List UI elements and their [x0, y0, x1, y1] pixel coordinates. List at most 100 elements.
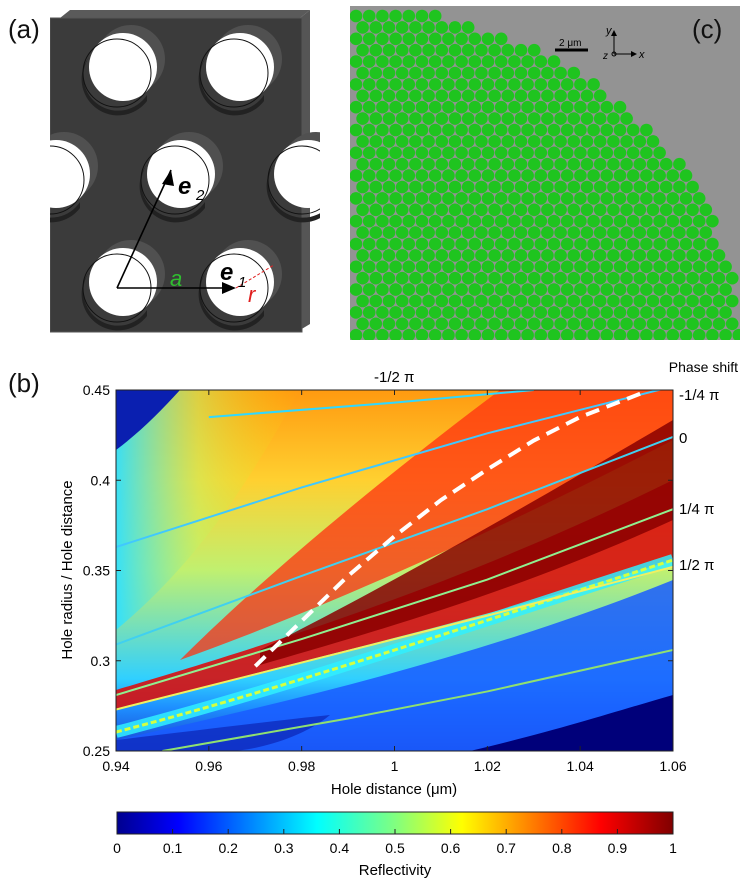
green-hole: [646, 294, 660, 308]
green-hole: [521, 169, 534, 182]
green-hole: [706, 260, 719, 274]
green-hole: [646, 249, 660, 262]
green-hole: [494, 237, 508, 251]
green-hole: [626, 146, 640, 160]
green-hole: [402, 328, 416, 340]
green-hole: [527, 226, 541, 239]
green-hole: [369, 226, 383, 239]
green-hole: [534, 78, 548, 91]
green-hole: [600, 328, 614, 340]
green-hole: [501, 203, 515, 217]
green-hole: [508, 55, 521, 68]
green-hole: [659, 249, 673, 262]
hole: [206, 248, 274, 316]
green-hole: [376, 123, 389, 137]
green-hole: [547, 214, 561, 228]
green-hole: [574, 146, 587, 160]
green-hole: [626, 237, 640, 251]
green-hole: [673, 294, 686, 308]
green-hole: [409, 249, 422, 262]
green-hole: [442, 100, 455, 114]
green-hole: [395, 180, 409, 194]
green-hole: [600, 146, 614, 160]
green-hole: [587, 260, 600, 274]
green-hole: [415, 192, 429, 205]
green-hole: [382, 157, 396, 171]
contour-line: [116, 435, 673, 646]
green-hole: [362, 78, 376, 91]
green-hole: [442, 214, 455, 228]
green-hole: [369, 157, 383, 171]
green-hole: [395, 21, 409, 34]
green-hole: [646, 180, 660, 194]
heatmap-field: [116, 390, 673, 751]
green-hole: [613, 328, 627, 340]
green-hole: [409, 112, 422, 125]
green-hole: [350, 123, 363, 137]
green-hole: [574, 237, 587, 251]
green-hole: [521, 100, 534, 114]
green-hole: [534, 260, 548, 274]
green-hole: [494, 214, 508, 228]
green-hole: [475, 157, 488, 171]
green-hole: [626, 214, 640, 228]
x-tick-label: 0.98: [288, 758, 315, 774]
colorbar-tick-label: 0.5: [385, 840, 405, 856]
green-hole: [725, 271, 739, 285]
green-hole: [356, 294, 369, 308]
green-hole: [593, 294, 607, 308]
green-hole: [494, 100, 508, 114]
green-hole: [653, 283, 666, 296]
green-hole: [646, 271, 660, 285]
green-hole: [428, 123, 442, 137]
green-hole: [369, 317, 383, 331]
axis-triad: [611, 30, 637, 57]
green-hole: [527, 271, 541, 285]
green-hole: [541, 135, 554, 148]
green-hole: [613, 146, 627, 160]
green-hole: [620, 249, 633, 262]
green-hole: [508, 237, 521, 251]
green-hole: [376, 237, 389, 251]
green-hole: [534, 283, 548, 296]
green-hole: [607, 180, 620, 194]
green-hole: [488, 135, 501, 148]
green-hole: [461, 89, 475, 103]
green-hole: [455, 283, 468, 296]
green-hole: [633, 294, 647, 308]
green-hole: [350, 78, 363, 91]
green-hole: [362, 100, 376, 114]
green-hole: [560, 146, 574, 160]
green-hole: [501, 66, 515, 80]
green-hole: [607, 249, 620, 262]
green-hole: [600, 192, 614, 205]
green-hole: [699, 226, 713, 239]
green-hole: [514, 135, 528, 148]
green-hole: [587, 100, 600, 114]
green-hole: [362, 169, 376, 182]
green-hole: [527, 43, 541, 57]
green-hole: [389, 123, 402, 137]
green-hole: [653, 306, 666, 319]
green-hole: [514, 157, 528, 171]
green-hole: [554, 271, 567, 285]
scale-bar-label: 2 μm: [559, 38, 581, 49]
green-hole: [455, 328, 468, 340]
green-hole: [686, 203, 699, 217]
green-hole: [350, 192, 363, 205]
x-tick-label: 1.02: [474, 758, 501, 774]
green-hole: [475, 317, 488, 331]
green-hole: [646, 135, 660, 148]
green-hole: [613, 283, 627, 296]
green-hole: [461, 203, 475, 217]
green-hole: [435, 271, 449, 285]
green-hole: [356, 43, 369, 57]
green-hole: [640, 123, 653, 137]
green-hole: [376, 328, 389, 340]
green-hole: [567, 294, 581, 308]
green-hole: [653, 237, 666, 251]
green-hole: [468, 32, 482, 46]
green-hole: [679, 260, 693, 274]
green-hole: [554, 157, 567, 171]
green-hole: [547, 306, 561, 319]
